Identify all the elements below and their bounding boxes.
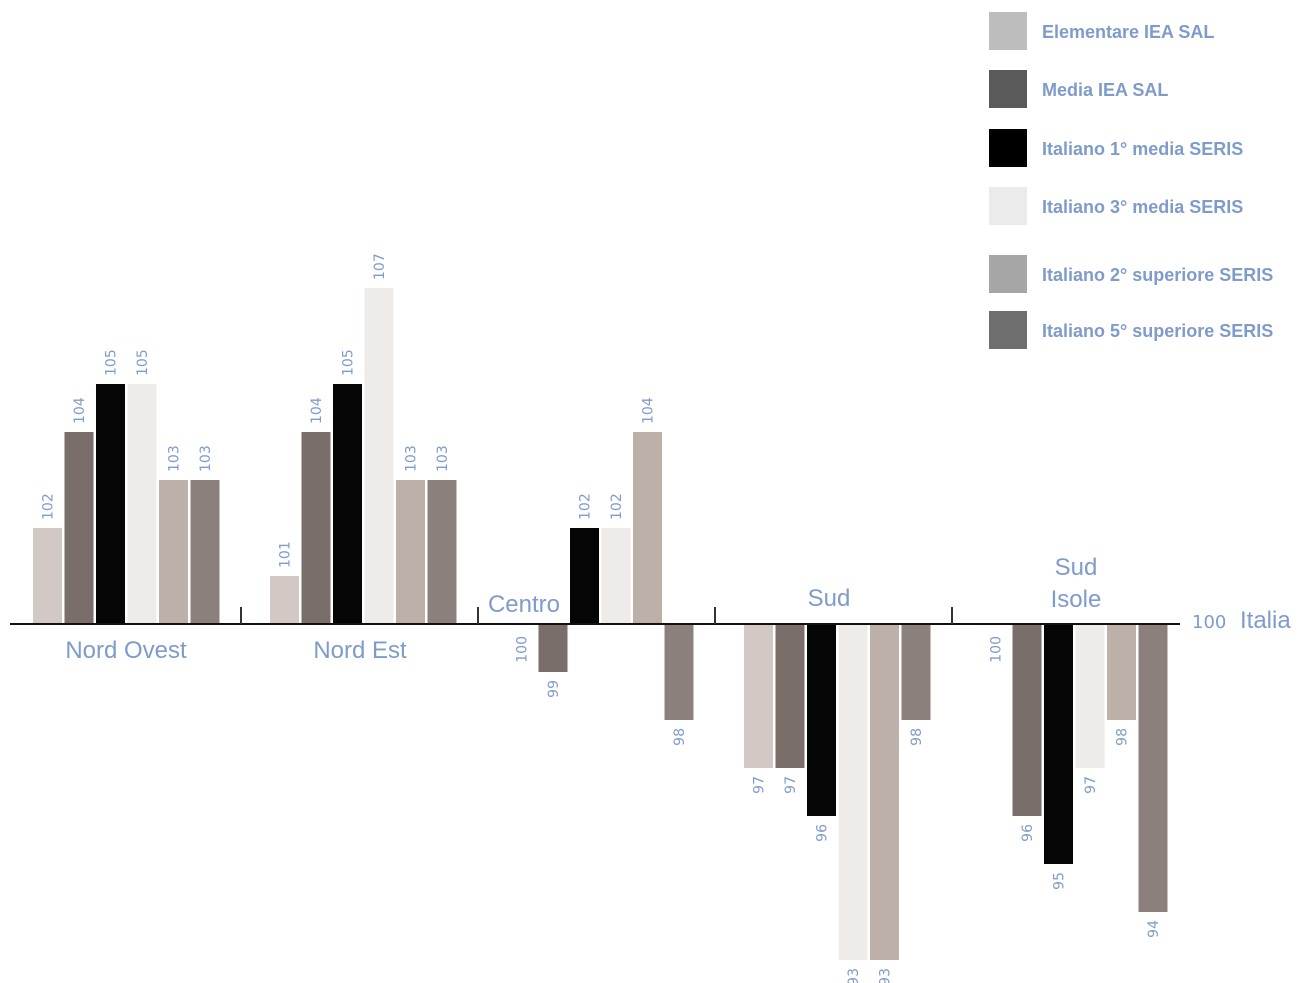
legend-swatch	[989, 70, 1027, 108]
bar-sud-isole-italiano-2-superiore-seris	[1107, 624, 1136, 720]
bar-nord-ovest-italiano-2-superiore-seris	[159, 480, 188, 624]
value-label-centro-italiano-3-media-seris: 102	[609, 493, 625, 520]
bar-nord-est-media-iea-sal	[301, 432, 331, 624]
value-label-nord-est-italiano-2-superiore-seris: 103	[404, 445, 420, 472]
value-label-sud-elementare-iea-sal: 97	[752, 776, 768, 794]
bar-sud-italiano-2-superiore-seris	[870, 624, 899, 960]
category-label-sud-isole: Sud Isole	[1051, 554, 1102, 613]
bar-nord-ovest-elementare-iea-sal	[33, 528, 62, 624]
bar-sud-isole-italiano-3-media-seris	[1075, 624, 1105, 768]
bars-layer	[33, 288, 1168, 960]
bar-nord-est-italiano-2-superiore-seris	[396, 480, 425, 624]
legend-label: Italiano 2° superiore SERIS	[1042, 265, 1274, 285]
axis-layer	[10, 607, 1180, 625]
value-label-nord-est-elementare-iea-sal: 101	[278, 541, 294, 568]
legend-item-italiano-1-media-seris: Italiano 1° media SERIS	[989, 129, 1311, 167]
value-label-nord-ovest-elementare-iea-sal: 102	[41, 493, 57, 520]
category-label-nord-est: Nord Est	[313, 637, 407, 664]
legend-swatch	[989, 12, 1027, 50]
value-label-nord-ovest-media-iea-sal: 104	[72, 397, 88, 424]
legend-item-elementare-iea-sal: Elementare IEA SAL	[989, 12, 1311, 50]
value-label-sud-italiano-2-superiore-seris: 93	[878, 968, 894, 983]
bar-sud-media-iea-sal	[775, 624, 805, 768]
value-label-sud-isole-italiano-1-media-seris: 95	[1052, 872, 1068, 890]
value-label-nord-ovest-italiano-2-superiore-seris: 103	[167, 445, 183, 472]
value-label-centro-italiano-1-media-seris: 102	[578, 493, 594, 520]
legend-item-italiano-5-superiore-seris: Italiano 5° superiore SERIS	[989, 311, 1311, 349]
bar-centro-italiano-2-superiore-seris	[633, 432, 662, 624]
bar-centro-italiano-1-media-seris	[570, 528, 599, 624]
labels-layer: 102 104 105 105 103 103 101 104 105 107 103 103 100 9…	[41, 253, 1292, 983]
legend-label: Elementare IEA SAL	[1042, 22, 1215, 42]
bar-sud-italiano-3-media-seris	[838, 624, 868, 960]
value-label-sud-italiano-3-media-seris: 93	[846, 968, 862, 983]
bar-nord-ovest-media-iea-sal	[64, 432, 94, 624]
bar-sud-isole-media-iea-sal	[1012, 624, 1042, 816]
legend-item-media-iea-sal: Media IEA SAL	[989, 70, 1311, 108]
value-label-sud-isole-italiano-3-media-seris: 97	[1083, 776, 1099, 794]
legend-swatch	[989, 129, 1027, 167]
legend-item-italiano-2-superiore-seris: Italiano 2° superiore SERIS	[989, 255, 1311, 293]
bar-nord-ovest-italiano-3-media-seris	[127, 384, 157, 624]
value-label-sud-italiano-1-media-seris: 96	[815, 824, 831, 842]
value-label-sud-isole-italiano-2-superiore-seris: 98	[1115, 728, 1131, 746]
value-label-centro-elementare-iea-sal: 100	[515, 636, 531, 663]
value-label-nord-est-italiano-3-media-seris: 107	[372, 253, 388, 280]
bar-centro-media-iea-sal	[538, 624, 568, 672]
value-label-sud-media-iea-sal: 97	[783, 776, 799, 794]
bar-nord-ovest-italiano-5-superiore-seris	[190, 480, 220, 624]
legend-swatch	[989, 255, 1027, 293]
value-label-nord-est-media-iea-sal: 104	[309, 397, 325, 424]
legend-label: Italiano 3° media SERIS	[1042, 197, 1244, 217]
bar-sud-isole-italiano-5-superiore-seris	[1138, 624, 1168, 912]
bar-nord-est-italiano-3-media-seris	[364, 288, 394, 624]
category-label-centro: Centro	[488, 591, 560, 618]
value-label-nord-ovest-italiano-3-media-seris: 105	[135, 349, 151, 376]
value-label-sud-isole-italiano-5-superiore-seris: 94	[1146, 920, 1162, 938]
reference-value-label: 100	[1192, 612, 1226, 633]
bar-nord-ovest-italiano-1-media-seris	[96, 384, 125, 624]
value-label-nord-ovest-italiano-1-media-seris: 105	[104, 349, 120, 376]
bar-nord-est-italiano-1-media-seris	[333, 384, 362, 624]
legend-label: Italiano 5° superiore SERIS	[1042, 321, 1274, 341]
bar-nord-est-italiano-5-superiore-seris	[427, 480, 457, 624]
bar-sud-elementare-iea-sal	[744, 624, 773, 768]
bar-nord-est-elementare-iea-sal	[270, 576, 299, 624]
value-label-centro-italiano-5-superiore-seris: 98	[672, 728, 688, 746]
legend-swatch	[989, 187, 1027, 225]
reference-name-label: Italia	[1240, 607, 1291, 634]
bar-centro-italiano-3-media-seris	[601, 528, 631, 624]
category-label-sud: Sud	[808, 585, 851, 612]
bar-sud-italiano-5-superiore-seris	[901, 624, 931, 720]
category-label-nord-ovest: Nord Ovest	[65, 637, 187, 664]
legend-label: Italiano 1° media SERIS	[1042, 139, 1244, 159]
bar-centro-italiano-5-superiore-seris	[664, 624, 694, 720]
bar-sud-italiano-1-media-seris	[807, 624, 836, 816]
bar-sud-isole-italiano-1-media-seris	[1044, 624, 1073, 864]
value-label-centro-media-iea-sal: 99	[546, 680, 562, 698]
legend-label: Media IEA SAL	[1042, 80, 1169, 100]
value-label-centro-italiano-2-superiore-seris: 104	[641, 397, 657, 424]
value-label-sud-isole-media-iea-sal: 96	[1020, 824, 1036, 842]
value-label-nord-ovest-italiano-5-superiore-seris: 103	[198, 445, 214, 472]
value-label-sud-isole-elementare-iea-sal: 100	[989, 636, 1005, 663]
value-label-nord-est-italiano-1-media-seris: 105	[341, 349, 357, 376]
legend-item-italiano-3-media-seris: Italiano 3° media SERIS	[989, 187, 1311, 225]
value-label-nord-est-italiano-5-superiore-seris: 103	[435, 445, 451, 472]
legend-swatch	[989, 311, 1027, 349]
value-label-sud-italiano-5-superiore-seris: 98	[909, 728, 925, 746]
